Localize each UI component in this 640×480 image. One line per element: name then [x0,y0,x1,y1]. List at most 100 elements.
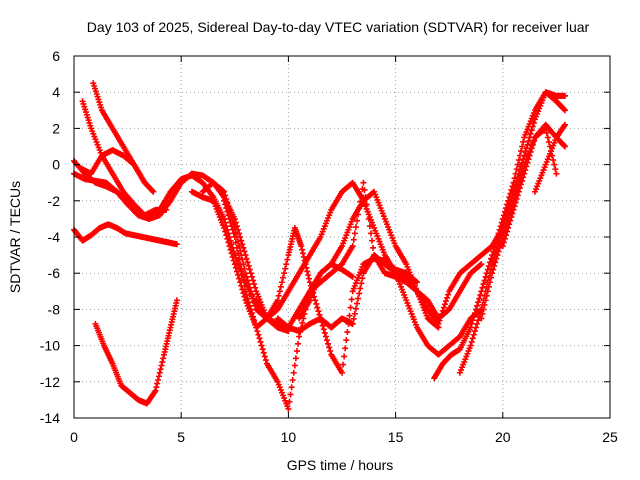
plus-marker [519,143,526,150]
plus-marker [236,275,243,282]
plus-marker [244,259,251,266]
plus-marker [473,306,479,313]
plus-marker [254,328,261,335]
plus-marker [159,358,166,365]
plus-marker [339,369,345,376]
plus-marker [480,306,487,313]
plus-marker [290,369,297,376]
plus-marker [262,357,269,364]
plus-marker [246,284,253,291]
plus-marker [246,266,253,273]
plus-marker [530,138,537,145]
plus-marker [492,259,499,266]
plus-marker [232,239,239,246]
plus-marker [509,210,516,217]
plus-marker [355,211,362,218]
plus-marker [251,281,258,288]
plus-marker [369,237,376,244]
plus-marker [520,174,527,181]
plus-marker [352,305,359,312]
plus-marker [238,252,245,259]
plus-marker [221,188,228,195]
plus-marker [250,277,257,284]
plus-marker [471,328,478,335]
plus-marker [485,283,492,290]
plus-marker [253,324,260,331]
series-s15 [431,89,568,382]
plus-marker [526,134,533,141]
plus-marker [236,255,243,262]
plus-marker [544,134,551,141]
series-s7 [92,297,180,407]
plus-marker [274,297,281,304]
plus-marker [284,256,291,263]
plus-marker [561,107,568,114]
plus-marker [349,273,356,280]
plus-marker [243,291,250,298]
plus-marker [160,355,167,362]
plus-marker [524,159,531,166]
plus-marker [298,324,305,331]
plus-marker [154,380,161,387]
plus-marker [239,256,246,263]
plus-marker [283,261,290,268]
plus-marker [299,319,306,326]
plus-marker [344,329,351,336]
plus-marker [354,217,361,224]
plus-marker [251,317,258,324]
plus-marker [349,320,356,327]
plus-marker [252,320,259,327]
plus-marker [224,235,231,242]
plus-marker [314,304,321,311]
x-tick-label: 5 [177,429,185,445]
plus-marker [515,188,522,195]
plus-marker [248,273,255,280]
plus-marker [514,161,521,168]
plus-marker [157,366,164,373]
plus-marker [317,315,324,322]
plus-marker [292,355,299,362]
plus-marker [260,349,267,356]
plus-marker [318,319,325,326]
plus-marker [244,295,251,302]
plus-marker [221,224,228,231]
plus-marker [247,306,254,313]
plus-marker [477,262,484,269]
plus-marker [473,324,479,331]
plus-marker [224,208,231,215]
plus-marker [243,255,250,262]
plus-marker [438,311,445,318]
plus-marker [227,219,234,226]
plus-marker [352,224,359,231]
plus-marker [479,284,486,291]
plus-marker [241,248,248,255]
plus-marker [350,236,357,243]
plus-marker [561,106,568,113]
plus-marker [469,317,476,324]
plus-marker [360,179,367,186]
plus-marker [507,217,514,224]
plus-marker [236,230,243,237]
plus-marker [278,279,285,286]
plus-marker [440,304,447,311]
plus-marker [363,201,370,208]
plus-marker [470,331,477,338]
plus-marker [351,310,358,317]
plus-marker [287,391,294,398]
plus-marker [228,223,235,230]
plus-marker [158,362,165,369]
plus-marker [496,244,503,251]
plus-marker [320,326,327,333]
plus-marker [542,125,549,132]
plus-marker [358,192,365,199]
plus-marker [226,243,233,250]
plus-marker [243,273,250,280]
plus-marker [252,284,259,291]
plus-marker [222,192,229,199]
plus-marker [364,208,371,215]
plus-marker [299,250,306,257]
plus-marker [359,275,366,282]
plus-marker [475,317,482,324]
plus-marker [230,257,237,264]
